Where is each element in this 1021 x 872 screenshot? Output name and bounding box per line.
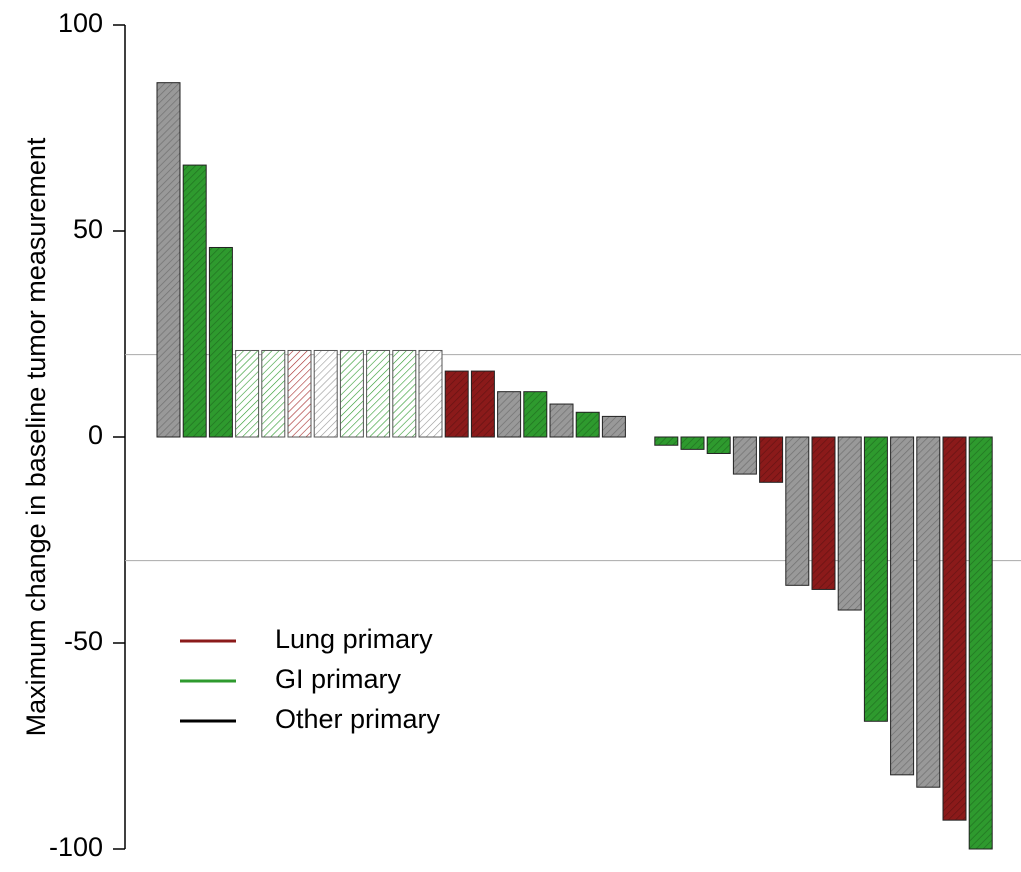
- bar: [575, 411, 600, 438]
- bar: [523, 391, 548, 438]
- bar: [208, 246, 233, 438]
- bar: [916, 436, 941, 788]
- bar: [942, 436, 967, 821]
- legend-label: GI primary: [275, 664, 402, 694]
- legend-label: Other primary: [275, 704, 441, 734]
- bar: [366, 349, 391, 438]
- bar: [759, 436, 784, 483]
- bar: [444, 370, 469, 438]
- bar: [863, 436, 888, 722]
- bar: [968, 436, 993, 850]
- bar: [392, 349, 417, 438]
- y-tick-label: -100: [49, 832, 103, 862]
- bar: [837, 436, 862, 611]
- y-tick-label: -50: [64, 626, 103, 656]
- bar: [261, 349, 286, 438]
- bar: [601, 415, 626, 438]
- y-axis-label: Maximum change in baseline tumor measure…: [21, 137, 51, 736]
- bar: [313, 349, 338, 438]
- legend-label: Lung primary: [275, 624, 433, 654]
- y-tick-label: 50: [73, 214, 103, 244]
- bar: [654, 436, 679, 446]
- bar: [549, 403, 574, 438]
- bar: [339, 349, 364, 438]
- bar: [235, 349, 260, 438]
- bar: [785, 436, 810, 586]
- bar: [706, 436, 731, 454]
- bar: [890, 436, 915, 776]
- bar: [732, 436, 757, 475]
- bar: [811, 436, 836, 590]
- y-tick-label: 100: [58, 8, 103, 38]
- y-tick-label: 0: [88, 420, 103, 450]
- bar: [287, 349, 312, 438]
- bar: [418, 349, 443, 438]
- bar: [156, 82, 181, 438]
- bar: [680, 436, 705, 450]
- bar: [182, 164, 207, 438]
- bar: [470, 370, 495, 438]
- bar: [497, 391, 522, 438]
